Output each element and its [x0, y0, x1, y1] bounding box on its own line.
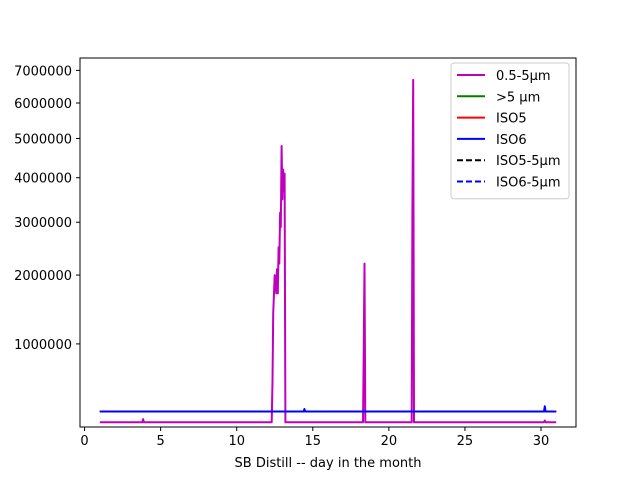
series-layer — [99, 78, 557, 424]
y-axis: 1000000 2000000 3000000 4000000 5000000 60000… — [14, 64, 80, 353]
x-tick-label: 30 — [533, 434, 550, 449]
legend-label: ISO5-5µm — [496, 154, 561, 169]
x-tick-label: 0 — [80, 434, 88, 449]
x-tick-label: 20 — [381, 434, 398, 449]
x-axis: 0 5 10 15 20 25 30 — [80, 427, 549, 449]
plot-frame — [79, 57, 577, 428]
series-line-0 — [99, 78, 557, 424]
x-tick-label: 25 — [457, 434, 474, 449]
x-tick-label: 15 — [305, 434, 322, 449]
series-line-3 — [99, 405, 557, 413]
legend-label: ISO6 — [496, 133, 527, 148]
y-tick-label: 5000000 — [14, 132, 72, 147]
legend-label: 0.5-5µm — [496, 69, 551, 84]
legend-label: >5 µm — [496, 90, 540, 105]
legend-label: ISO6-5µm — [496, 176, 561, 191]
x-tick-label: 10 — [228, 434, 245, 449]
legend-label: ISO5 — [496, 112, 527, 127]
y-tick-label: 7000000 — [14, 64, 72, 79]
y-tick-label: 6000000 — [14, 97, 72, 112]
x-axis-label: SB Distill -- day in the month — [235, 456, 422, 471]
y-tick-label: 2000000 — [14, 269, 72, 284]
y-tick-label: 1000000 — [14, 338, 72, 353]
y-tick-label: 4000000 — [14, 172, 72, 187]
x-tick-label: 5 — [156, 434, 164, 449]
y-tick-label: 3000000 — [14, 216, 72, 231]
legend: 0.5-5µm >5 µm ISO5 ISO6 ISO5-5µm ISO6-5µm — [450, 62, 570, 200]
